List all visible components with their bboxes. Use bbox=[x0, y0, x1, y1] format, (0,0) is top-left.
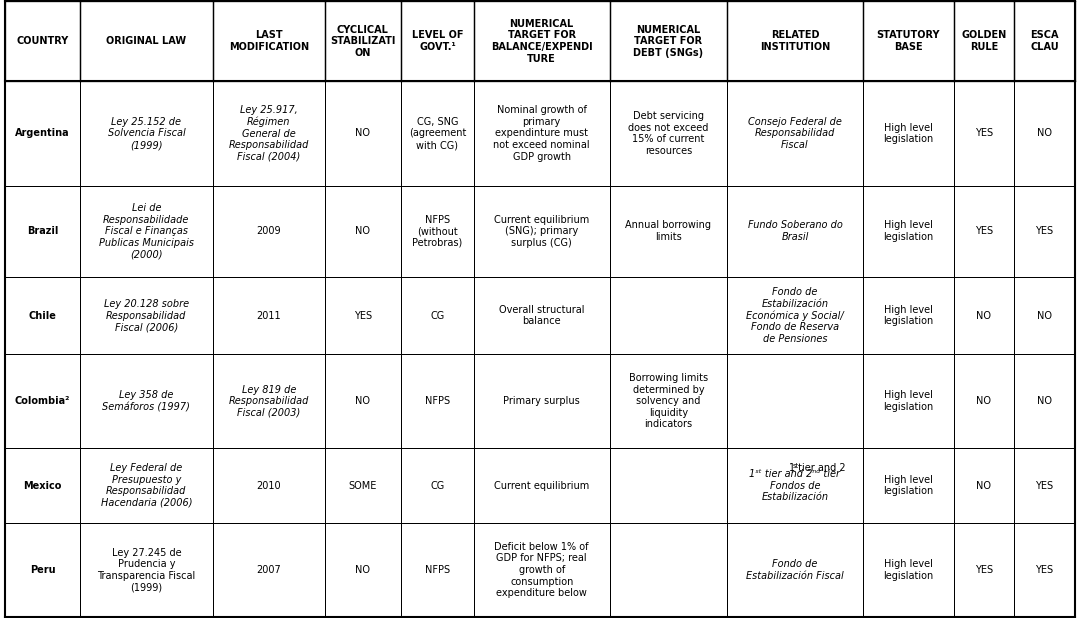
Text: NO: NO bbox=[1037, 396, 1052, 406]
Text: Ley 27.245 de
Prudencia y
Transparencia Fiscal
(1999): Ley 27.245 de Prudencia y Transparencia … bbox=[97, 548, 196, 592]
Text: ESCA
CLAU: ESCA CLAU bbox=[1031, 30, 1059, 52]
Text: NFPS: NFPS bbox=[424, 396, 450, 406]
Text: Ley 25.152 de
Solvencia Fiscal
(1999): Ley 25.152 de Solvencia Fiscal (1999) bbox=[108, 117, 185, 150]
Text: Consejo Federal de
Responsabilidad
Fiscal: Consejo Federal de Responsabilidad Fisca… bbox=[749, 117, 842, 150]
Text: Ley 20.128 sobre
Responsabilidad
Fiscal (2006): Ley 20.128 sobre Responsabilidad Fiscal … bbox=[103, 299, 188, 332]
Text: LEVEL OF
GOVT.¹: LEVEL OF GOVT.¹ bbox=[411, 30, 463, 52]
Text: YES: YES bbox=[354, 310, 372, 321]
Text: Overall structural
balance: Overall structural balance bbox=[499, 305, 585, 326]
Text: Current equilibrium: Current equilibrium bbox=[494, 481, 589, 491]
Text: NO: NO bbox=[355, 129, 370, 138]
Text: Ley 358 de
Semáforos (1997): Ley 358 de Semáforos (1997) bbox=[102, 391, 191, 412]
Text: Colombia²: Colombia² bbox=[15, 396, 70, 406]
Text: Annual borrowing
limits: Annual borrowing limits bbox=[626, 221, 711, 242]
Text: NFPS
(without
Petrobras): NFPS (without Petrobras) bbox=[412, 214, 462, 248]
Text: COUNTRY: COUNTRY bbox=[16, 36, 69, 46]
Text: Brazil: Brazil bbox=[27, 226, 58, 236]
Text: 2009: 2009 bbox=[256, 226, 281, 236]
Text: NO: NO bbox=[355, 565, 370, 575]
Text: High level
legislation: High level legislation bbox=[883, 391, 934, 412]
Text: GOLDEN
RULE: GOLDEN RULE bbox=[962, 30, 1007, 52]
Text: NO: NO bbox=[355, 396, 370, 406]
Text: NUMERICAL
TARGET FOR
BALANCE/EXPENDI
TURE: NUMERICAL TARGET FOR BALANCE/EXPENDI TUR… bbox=[491, 19, 592, 64]
Text: High level
legislation: High level legislation bbox=[883, 221, 934, 242]
Text: NO: NO bbox=[355, 226, 370, 236]
Text: Peru: Peru bbox=[30, 565, 55, 575]
Text: Deficit below 1% of
GDP for NFPS; real
growth of
consumption
expenditure below: Deficit below 1% of GDP for NFPS; real g… bbox=[494, 542, 589, 598]
Text: Debt servicing
does not exceed
15% of current
resources: Debt servicing does not exceed 15% of cu… bbox=[628, 111, 709, 156]
Text: CG: CG bbox=[431, 481, 445, 491]
Text: NO: NO bbox=[1037, 129, 1052, 138]
Text: LAST
MODIFICATION: LAST MODIFICATION bbox=[228, 30, 309, 52]
Text: NFPS: NFPS bbox=[424, 565, 450, 575]
Text: YES: YES bbox=[975, 226, 993, 236]
Text: Fondo de
Estabilización
Económica y Social/
Fondo de Reserva
de Pensiones: Fondo de Estabilización Económica y Soci… bbox=[746, 287, 843, 344]
Text: 1: 1 bbox=[788, 462, 795, 473]
Text: Fondo de
Estabilización Fiscal: Fondo de Estabilización Fiscal bbox=[746, 559, 844, 581]
Text: Ley 25.917,
Régimen
General de
Responsabilidad
Fiscal (2004): Ley 25.917, Régimen General de Responsab… bbox=[228, 105, 309, 162]
Text: CG: CG bbox=[431, 310, 445, 321]
Text: YES: YES bbox=[975, 565, 993, 575]
Text: NO: NO bbox=[1037, 310, 1052, 321]
Text: YES: YES bbox=[975, 129, 993, 138]
Text: NO: NO bbox=[977, 481, 991, 491]
Text: CG, SNG
(agreement
with CG): CG, SNG (agreement with CG) bbox=[409, 117, 466, 150]
Text: Lei de
Responsabilidade
Fiscal e Finanças
Publicas Municipais
(2000): Lei de Responsabilidade Fiscal e Finança… bbox=[99, 203, 194, 260]
Text: Fundo Soberano do
Brasil: Fundo Soberano do Brasil bbox=[747, 221, 842, 242]
Text: CYCLICAL
STABILIZATI
ON: CYCLICAL STABILIZATI ON bbox=[331, 25, 395, 58]
Text: High level
legislation: High level legislation bbox=[883, 475, 934, 496]
Text: RELATED
INSTITUTION: RELATED INSTITUTION bbox=[760, 30, 830, 52]
Text: High level
legislation: High level legislation bbox=[883, 122, 934, 144]
Text: Ley Federal de
Presupuesto y
Responsabilidad
Hacendaria (2006): Ley Federal de Presupuesto y Responsabil… bbox=[100, 463, 192, 508]
Text: SOME: SOME bbox=[349, 481, 377, 491]
Text: st: st bbox=[793, 463, 799, 468]
Text: YES: YES bbox=[1035, 226, 1053, 236]
Text: Mexico: Mexico bbox=[24, 481, 61, 491]
Text: 1ˢᵗ tier and 2ⁿᵈ tier
Fondos de
Estabilización: 1ˢᵗ tier and 2ⁿᵈ tier Fondos de Estabili… bbox=[750, 469, 840, 502]
Text: 2011: 2011 bbox=[256, 310, 281, 321]
Text: YES: YES bbox=[1035, 481, 1053, 491]
Text: High level
legislation: High level legislation bbox=[883, 305, 934, 326]
Text: Nominal growth of
primary
expendinture must
not exceed nominal
GDP growth: Nominal growth of primary expendinture m… bbox=[493, 105, 590, 162]
Text: Ley 819 de
Responsabilidad
Fiscal (2003): Ley 819 de Responsabilidad Fiscal (2003) bbox=[228, 384, 309, 418]
Text: STATUTORY
BASE: STATUTORY BASE bbox=[877, 30, 940, 52]
Text: 2007: 2007 bbox=[256, 565, 281, 575]
Text: Chile: Chile bbox=[29, 310, 57, 321]
Text: 2010: 2010 bbox=[256, 481, 281, 491]
Text: Argentina: Argentina bbox=[15, 129, 70, 138]
Text: NO: NO bbox=[977, 310, 991, 321]
Text: Borrowing limits
determined by
solvency and
liquidity
indicators: Borrowing limits determined by solvency … bbox=[629, 373, 708, 430]
Text: Current equilibrium
(SNG); primary
surplus (CG): Current equilibrium (SNG); primary surpl… bbox=[494, 214, 589, 248]
Text: High level
legislation: High level legislation bbox=[883, 559, 934, 581]
Text: tier and 2: tier and 2 bbox=[795, 462, 845, 473]
Text: NO: NO bbox=[977, 396, 991, 406]
Text: ORIGINAL LAW: ORIGINAL LAW bbox=[107, 36, 186, 46]
Text: YES: YES bbox=[1035, 565, 1053, 575]
Text: Primary surplus: Primary surplus bbox=[503, 396, 581, 406]
Text: NUMERICAL
TARGET FOR
DEBT (SNGs): NUMERICAL TARGET FOR DEBT (SNGs) bbox=[633, 25, 703, 58]
